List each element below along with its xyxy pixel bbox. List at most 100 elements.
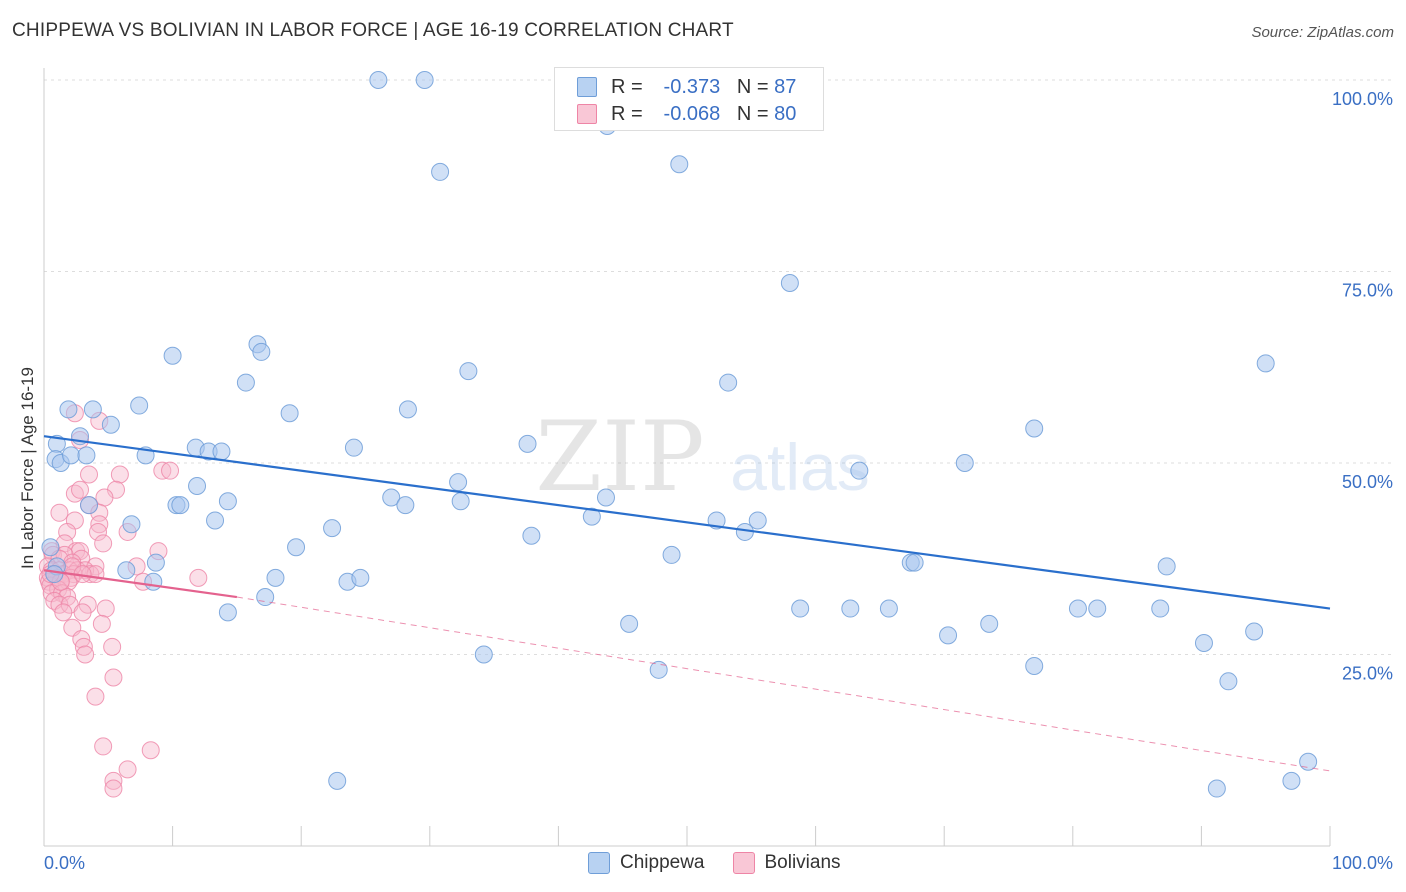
chippewa-point [122,515,141,534]
bolivians-point [96,599,115,618]
series-legend: Chippewa Bolivians [588,852,869,874]
chippewa-point [905,553,924,572]
chippewa-point [171,496,190,515]
chippewa-point [522,526,541,545]
chippewa-n-label: N = [736,75,769,98]
chippewa-point [344,438,363,457]
bolivians-swatch [577,104,597,124]
chippewa-point [1256,354,1275,373]
bolivians-point [104,771,123,790]
bolivians-point [76,645,95,664]
legend-row-bolivians: R = -0.068 N = 80 [577,102,796,126]
chippewa-trend-line [43,435,1331,610]
tick-labels: 25.0% 50.0% 75.0% 100.0% 0.0% 100.0% [44,89,1393,873]
chippewa-point [45,565,64,584]
chippewa-points [41,71,1318,798]
chippewa-point [398,400,417,419]
chippewa-point [1068,599,1087,618]
chippewa-point [287,538,306,557]
bolivians-point [141,741,160,760]
chippewa-point [41,538,60,557]
chippewa-point [218,603,237,622]
watermark: ZIP atlas [535,401,869,513]
chippewa-point [83,400,102,419]
bolivians-point [58,522,77,541]
chippewa-point [188,476,207,495]
chippewa-point [670,155,689,174]
chippewa-point [449,473,468,492]
chippewa-point [1151,599,1170,618]
chippewa-point [218,492,237,511]
chippewa-n-value: 87 [774,75,797,98]
chippewa-point [382,488,401,507]
chippewa-point [1194,634,1213,653]
chippewa-point [62,446,81,465]
y-tick-label: 100.0% [1332,89,1393,109]
chippewa-point [252,342,271,361]
bolivians-point [92,614,111,633]
chippewa-point [146,553,165,572]
chippewa-point [280,404,299,423]
chippewa-point [474,645,493,664]
x-tick-label-min: 0.0% [44,853,85,873]
watermark-atlas: atlas [730,430,869,504]
chippewa-point [236,373,255,392]
chippewa-point [649,660,668,679]
bolivians-point [104,668,123,687]
bolivians-point [54,603,73,622]
bolivians-point [104,779,123,798]
legend-item-chippewa[interactable]: Chippewa [588,852,705,874]
chippewa-point [77,446,96,465]
chippewa-point [1245,622,1264,641]
bolivians-point [72,549,91,568]
y-tick-label: 50.0% [1342,472,1393,492]
chippewa-point [144,572,163,591]
chippewa-point [459,362,478,381]
chippewa-point [80,496,99,515]
chippewa-point [1282,771,1301,790]
bolivians-point [71,480,90,499]
chippewa-point [1207,779,1226,798]
watermark-zip: ZIP [535,401,704,513]
chippewa-point [582,507,601,526]
chippewa-point [323,519,342,538]
chippewa-point [1025,656,1044,675]
chippewa-point [780,273,799,292]
chippewa-point [117,561,136,580]
bolivians-point [118,760,137,779]
chippewa-point [396,496,415,515]
bolivians-trend-line [43,569,238,599]
y-tick-label: 75.0% [1342,281,1393,301]
chippewa-point [719,373,738,392]
chippewa-point [351,568,370,587]
chippewa-point [328,771,347,790]
bolivians-point [86,687,105,706]
axes [43,68,1331,847]
chippewa-point [1219,672,1238,691]
bolivians-point [189,568,208,587]
x-tick-label-max: 100.0% [1332,853,1393,873]
chippewa-point [841,599,860,618]
bolivians-point [110,465,129,484]
bolivians-point [90,515,109,534]
bolivians-legend-swatch [732,852,755,874]
bolivians-point [95,488,114,507]
chippewa-point [1157,557,1176,576]
chippewa-point [451,492,470,511]
chippewa-r-value: -0.373 [663,75,721,98]
chippewa-point [596,488,615,507]
bolivians-point [80,465,99,484]
bolivians-legend-label: Bolivians [764,852,841,873]
chippewa-point [415,71,434,89]
chippewa-point [101,415,120,434]
bolivians-point [73,603,92,622]
chippewa-point [130,396,149,415]
chippewa-legend-swatch [588,852,610,874]
chippewa-point [879,599,898,618]
chippewa-point [59,400,78,419]
legend-item-bolivians[interactable]: Bolivians [732,852,841,874]
chippewa-point [620,614,639,633]
bolivians-r-label: R = [611,102,643,125]
chippewa-point [791,599,810,618]
chippewa-point [1088,599,1107,618]
